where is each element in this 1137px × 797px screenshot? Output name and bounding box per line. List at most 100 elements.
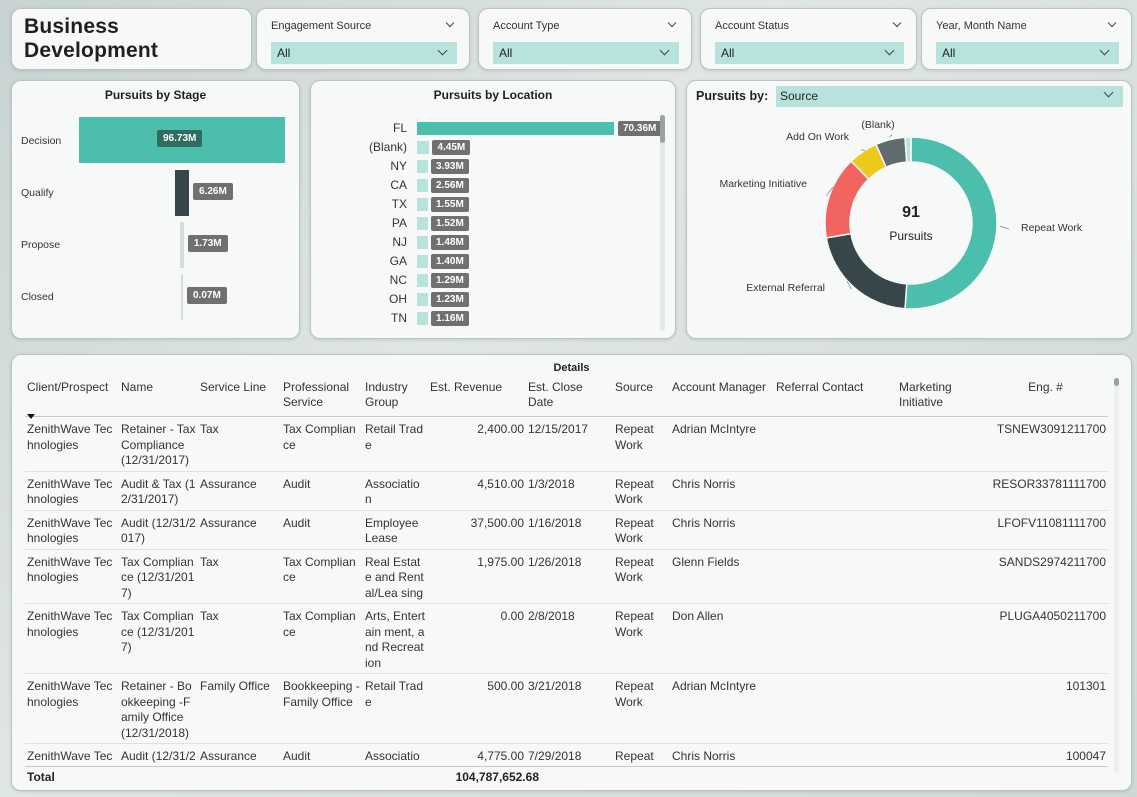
table-cell: Repeat Work	[613, 416, 670, 472]
location-row[interactable]: OH 1.23M	[311, 290, 675, 309]
location-row[interactable]: NJ 1.48M	[311, 233, 675, 252]
location-row[interactable]: TN 1.16M	[311, 309, 675, 328]
slicer-dropdown[interactable]: All	[271, 42, 457, 64]
column-header[interactable]: Est. Close Date	[526, 379, 613, 417]
donut-slice[interactable]	[825, 232, 908, 310]
stage-bar[interactable]	[180, 222, 184, 268]
stage-row[interactable]: Decision 96.73M	[12, 116, 299, 164]
details-scrollbar[interactable]	[1114, 378, 1119, 773]
slicer-year-month[interactable]: Year, Month Name All	[921, 8, 1132, 70]
location-scrollbar[interactable]	[660, 115, 665, 331]
location-bar[interactable]	[417, 274, 428, 287]
location-label: NJ	[392, 235, 407, 249]
donut-leader-line	[999, 225, 1010, 230]
column-header[interactable]: Name	[119, 379, 198, 417]
table-cell: Employee Lease	[363, 510, 428, 550]
stage-row[interactable]: Closed 0.07M	[12, 272, 299, 320]
table-cell: ZenithWave Technologies	[25, 549, 119, 604]
pursuits-by-dropdown[interactable]: Source	[776, 86, 1123, 107]
slicer-dropdown[interactable]: All	[715, 42, 904, 64]
column-header[interactable]: Est. Revenue	[428, 379, 526, 417]
column-header[interactable]: Source	[613, 379, 670, 417]
location-bar[interactable]	[417, 141, 430, 154]
chevron-down-icon[interactable]	[667, 20, 679, 32]
location-bar[interactable]	[417, 122, 614, 135]
stage-bar[interactable]	[175, 170, 189, 216]
location-row[interactable]: NY 3.93M	[311, 157, 675, 176]
location-bar[interactable]	[417, 255, 428, 268]
table-cell: Repeat Work	[613, 471, 670, 511]
column-header[interactable]: Eng. #	[983, 379, 1108, 417]
location-bar[interactable]	[417, 198, 428, 211]
table-row[interactable]: ZenithWave Technologies Retainer - Tax Co…	[25, 416, 1108, 472]
chevron-down-icon[interactable]	[1107, 20, 1119, 32]
chevron-down-icon[interactable]	[884, 47, 896, 59]
location-row[interactable]: PA 1.52M	[311, 214, 675, 233]
table-row[interactable]: ZenithWave Technologies Audit (12/31/2017…	[25, 510, 1108, 550]
table-cell: Repeat Work	[613, 549, 670, 604]
scrollbar-thumb[interactable]	[1114, 378, 1119, 386]
location-bar[interactable]	[417, 217, 428, 230]
table-cell: 37,500.00	[428, 510, 526, 550]
table-cell: Tax Compliance (12/31/2017)	[119, 549, 198, 604]
stage-bar[interactable]	[181, 274, 183, 320]
table-row[interactable]: ZenithWave Technologies Tax Compliance (1…	[25, 549, 1108, 604]
location-row[interactable]: TX 1.55M	[311, 195, 675, 214]
table-cell: 2,400.00	[428, 416, 526, 472]
scrollbar-thumb[interactable]	[660, 115, 665, 143]
slicer-account-type[interactable]: Account Type All	[478, 8, 692, 70]
slicer-engagement-source[interactable]: Engagement Source All	[256, 8, 470, 70]
column-header[interactable]: Marketing Initiative	[897, 379, 983, 417]
location-row[interactable]: GA 1.40M	[311, 252, 675, 271]
column-header[interactable]: Professional Service	[281, 379, 363, 417]
location-row[interactable]: CA 2.56M	[311, 176, 675, 195]
chevron-down-icon[interactable]	[437, 47, 449, 59]
chevron-down-icon[interactable]	[892, 20, 904, 32]
location-bar[interactable]	[417, 293, 428, 306]
table-cell: 7/29/2018	[526, 743, 613, 766]
chevron-down-icon[interactable]	[445, 20, 457, 32]
slicer-dropdown[interactable]: All	[493, 42, 679, 64]
column-header[interactable]: Account Manager	[670, 379, 774, 417]
location-label: OH	[389, 292, 407, 306]
location-bar[interactable]	[417, 160, 428, 173]
chevron-down-icon[interactable]	[1099, 47, 1111, 59]
location-bar[interactable]	[417, 179, 428, 192]
location-chart-title: Pursuits by Location	[433, 88, 553, 102]
location-bar[interactable]	[417, 236, 428, 249]
column-header[interactable]: Referral Contact	[774, 379, 897, 417]
chevron-down-icon[interactable]	[659, 47, 671, 59]
table-cell: 12/15/2017	[526, 416, 613, 472]
table-cell	[774, 673, 897, 744]
stage-row[interactable]: Qualify 6.26M	[12, 168, 299, 216]
location-bar[interactable]	[417, 312, 428, 325]
location-row[interactable]: (Blank) 4.45M	[311, 138, 675, 157]
table-cell	[774, 510, 897, 550]
table-row[interactable]: ZenithWave Technologies Tax Compliance (1…	[25, 603, 1108, 674]
stage-chart[interactable]: Pursuits by Stage Decision 96.73M Qualify 6…	[11, 80, 300, 339]
total-label: Total	[27, 770, 55, 784]
donut-slice[interactable]	[904, 136, 912, 163]
slicer-account-status[interactable]: Account Status All	[700, 8, 917, 70]
table-cell: 0.00	[428, 603, 526, 674]
location-row[interactable]: FL 70.36M	[311, 119, 675, 138]
table-row[interactable]: ZenithWave Technologies Audit & Tax (12/3…	[25, 471, 1108, 511]
column-header[interactable]: Client/Prospect	[25, 379, 119, 419]
stage-row[interactable]: Propose 1.73M	[12, 220, 299, 268]
slicer-dropdown[interactable]: All	[936, 42, 1119, 64]
table-row[interactable]: ZenithWave Technologies Retainer - Bookke…	[25, 673, 1108, 744]
slicer-label: Account Type	[493, 20, 560, 32]
table-cell: RESOR33781111700	[983, 471, 1108, 511]
sort-descending-icon[interactable]	[27, 414, 35, 419]
location-chart[interactable]: Pursuits by Location FL 70.36M (Blank) 4.45…	[310, 80, 676, 339]
source-donut-chart[interactable]: Pursuits by: Source Repeat Work External …	[686, 80, 1132, 339]
column-header[interactable]: Industry Group	[363, 379, 428, 417]
column-header[interactable]: Service Line	[198, 379, 281, 417]
location-label: CA	[390, 178, 407, 192]
table-cell: 3/21/2018	[526, 673, 613, 744]
table-cell: Audit	[281, 743, 363, 766]
table-cell: Assurance	[198, 471, 281, 511]
location-row[interactable]: NC 1.29M	[311, 271, 675, 290]
donut-slice[interactable]	[904, 136, 998, 310]
